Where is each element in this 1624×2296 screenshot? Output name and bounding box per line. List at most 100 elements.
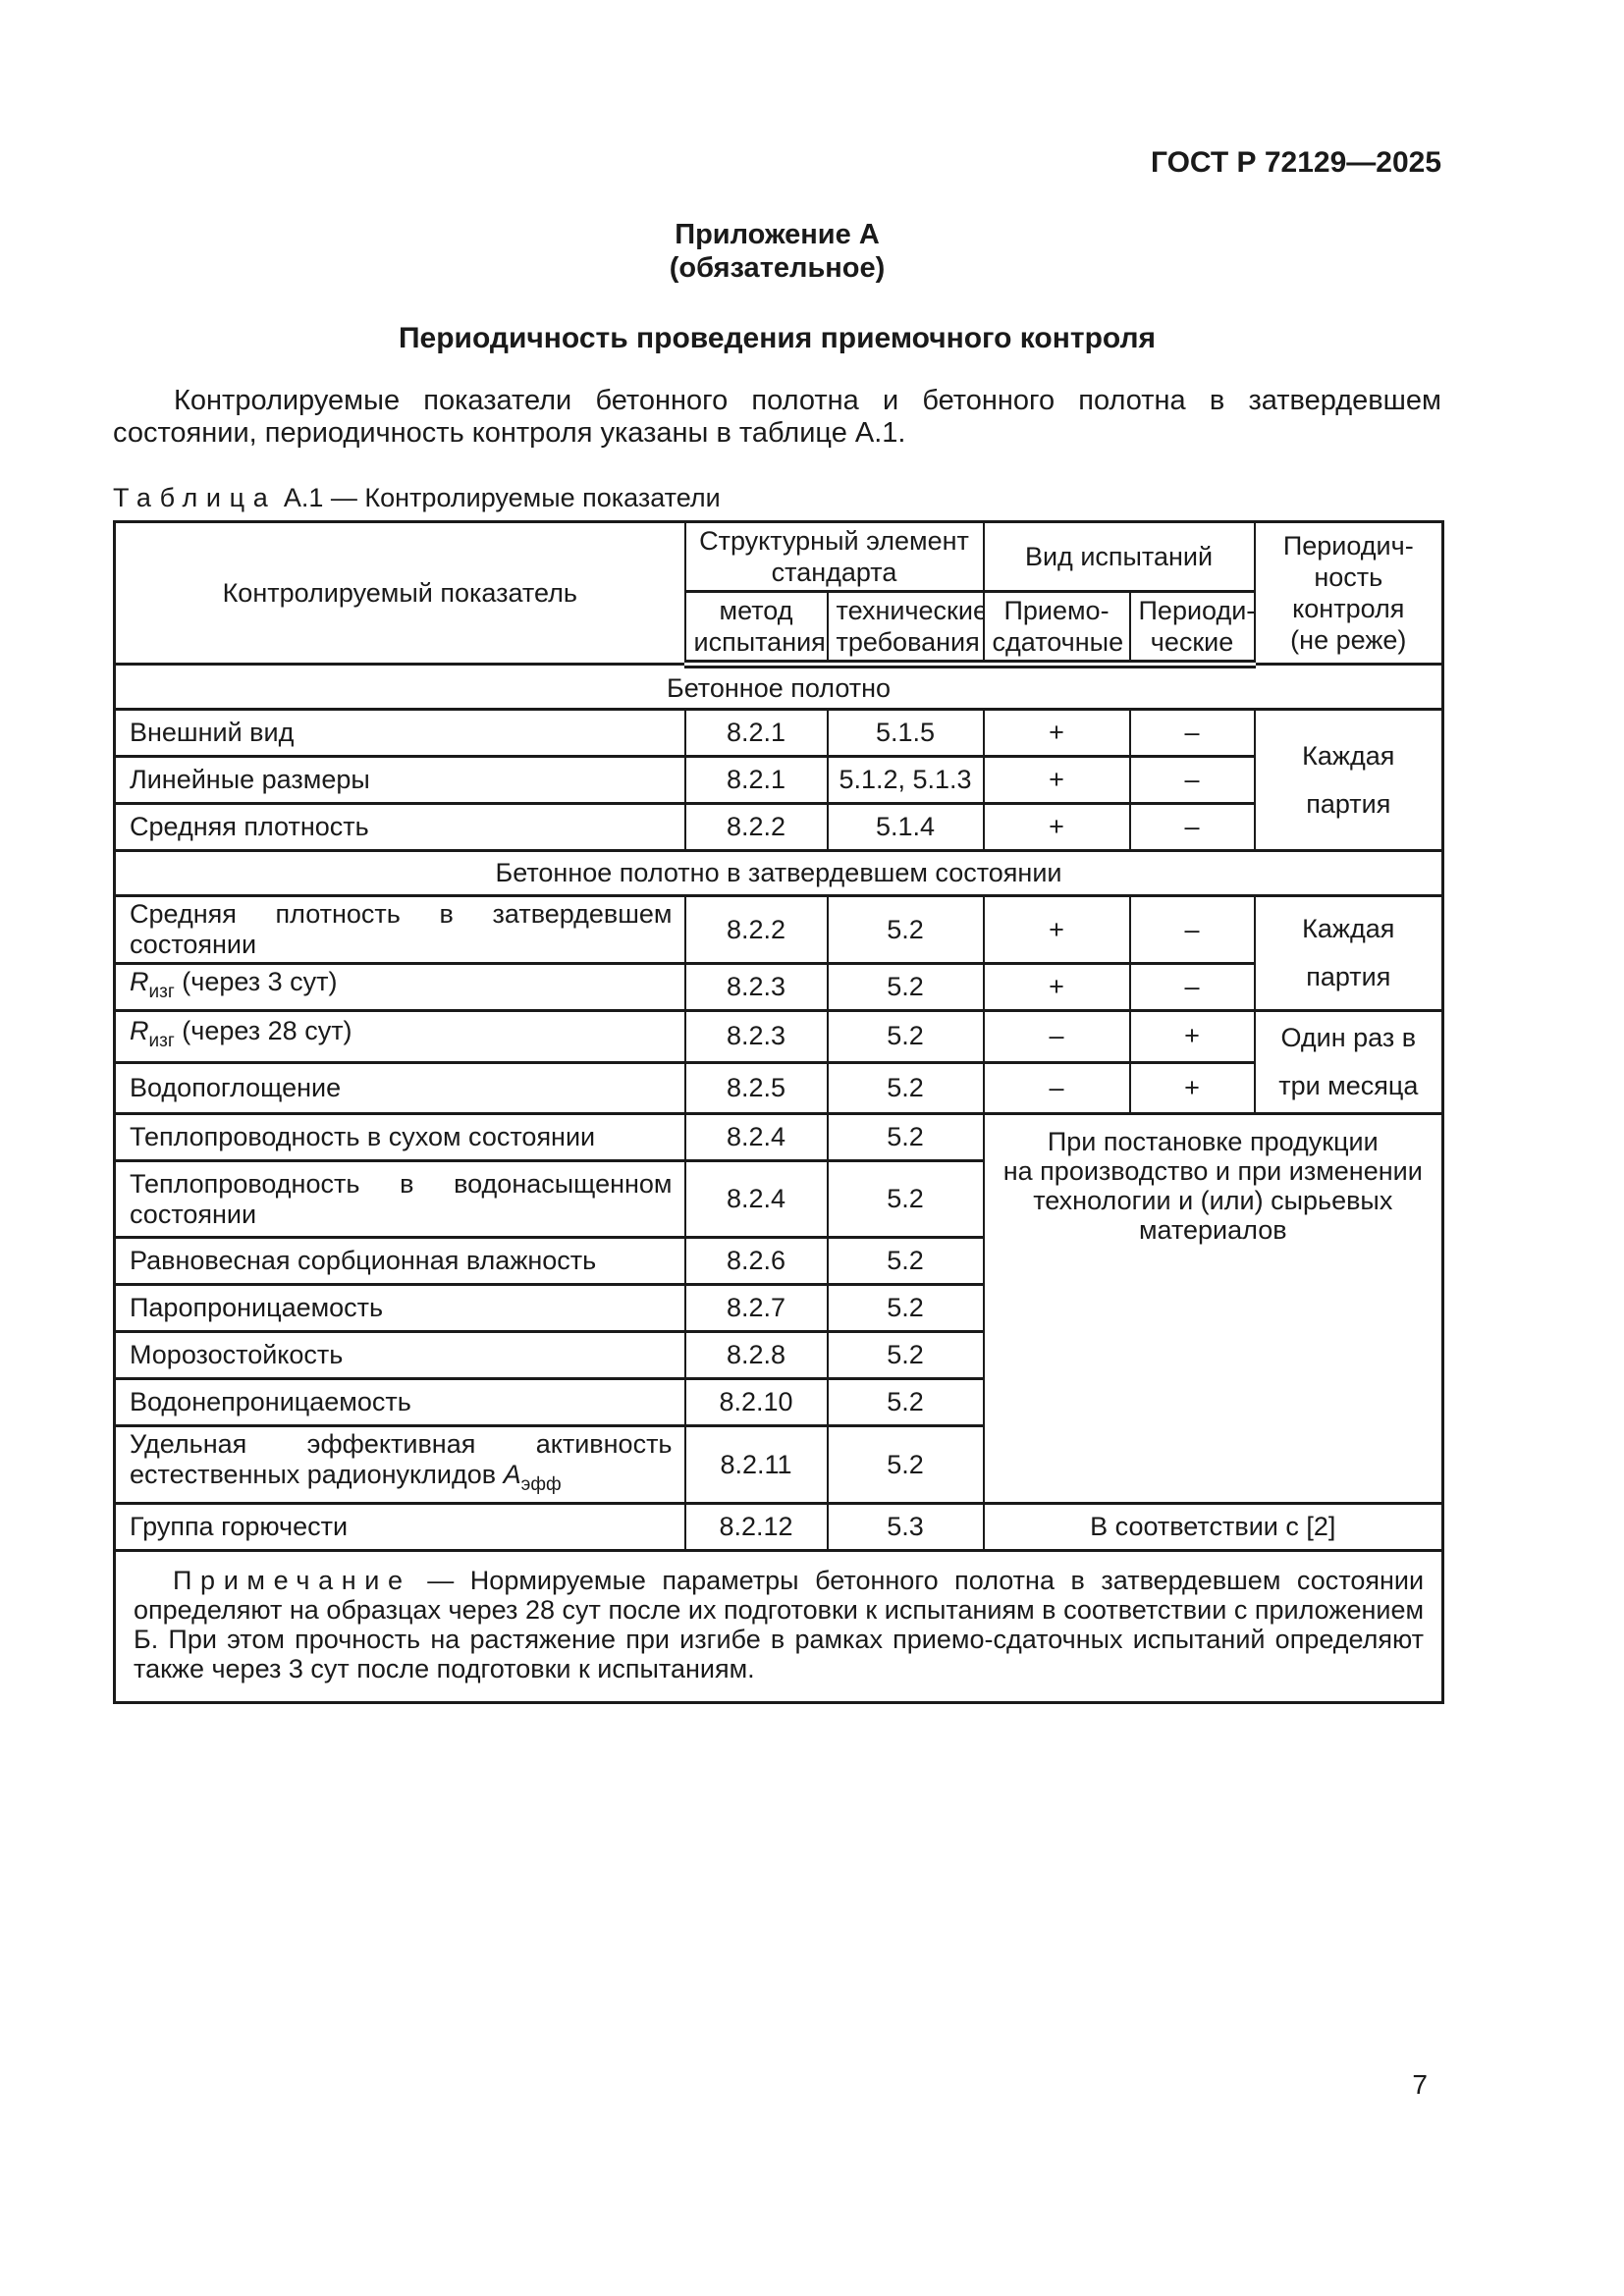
cell-indicator: Внешний вид bbox=[113, 708, 686, 758]
table-row: Rизг (через 3 сут) 8.2.3 5.2 + – bbox=[113, 962, 1443, 1012]
cell-requirements: 5.1.5 bbox=[826, 708, 985, 758]
cell-method: 8.2.12 bbox=[683, 1502, 829, 1552]
control-indicators-table: Контролируемый показатель Структурный эл… bbox=[113, 520, 1445, 1704]
page-number: 7 bbox=[1412, 2069, 1428, 2100]
cell-requirements: 5.2 bbox=[826, 962, 985, 1012]
cell-indicator: Теплопроводность в сухом состоянии bbox=[113, 1112, 686, 1162]
table-row: Паропроницаемость 8.2.7 5.2 bbox=[113, 1283, 1443, 1333]
cell-indicator: Паропроницаемость bbox=[113, 1283, 686, 1333]
cell-method: 8.2.1 bbox=[683, 755, 829, 805]
header-structural-group: Структурный элемент стандарта bbox=[683, 520, 985, 593]
cell-periodicity-batch: Каждая партия bbox=[1253, 708, 1444, 852]
header-requirements: технические требования bbox=[826, 590, 985, 668]
table-row: Внешний вид 8.2.1 5.1.5 + – Каждая парти… bbox=[113, 708, 1444, 852]
section-row: Бетонное полотно в затвердевшем состояни… bbox=[113, 849, 1444, 897]
cell-requirements: 5.2 bbox=[826, 1159, 985, 1239]
cell-indicator: Средняя плотность в затвердевшем состоян… bbox=[113, 894, 686, 965]
cell-requirements: 5.2 bbox=[826, 1424, 985, 1505]
table-row: Водопоглощение 8.2.5 5.2 – + bbox=[113, 1060, 1443, 1115]
cell-requirements: 5.2 bbox=[826, 1236, 985, 1286]
header-periodicity: Периодич- ность контроля (не реже) bbox=[1253, 520, 1444, 666]
cell-requirements: 5.2 bbox=[826, 1060, 985, 1115]
note-text: — Нормируемые параметры бетонного полотн… bbox=[134, 1566, 1425, 1683]
table-caption-text: А.1 — Контролируемые показатели bbox=[283, 483, 721, 512]
cell-indicator: Группа горючести bbox=[113, 1502, 686, 1552]
cell-indicator: Морозостойкость bbox=[113, 1330, 686, 1380]
note-label: Примечание bbox=[173, 1566, 411, 1595]
cell-method: 8.2.4 bbox=[683, 1159, 829, 1239]
cell-periodicity-quarterly: Один раз в три месяца bbox=[1253, 1009, 1444, 1115]
cell-periodic: – bbox=[1128, 802, 1256, 852]
cell-indicator: Водопоглощение bbox=[113, 1060, 686, 1115]
table-row: Группа горючести 8.2.12 5.3 В соответств… bbox=[113, 1502, 1444, 1552]
cell-periodic: – bbox=[1128, 708, 1256, 758]
cell-indicator-text: (через 3 сут) bbox=[174, 967, 338, 996]
cell-indicator: Линейные размеры bbox=[113, 755, 686, 805]
cell-periodic: + bbox=[1128, 1009, 1256, 1064]
subscript: изг bbox=[148, 1031, 175, 1052]
cell-method: 8.2.7 bbox=[683, 1283, 829, 1333]
subscript: изг bbox=[148, 982, 175, 1002]
section-row: Бетонное полотно bbox=[113, 663, 1444, 711]
cell-indicator-text: (через 28 сут) bbox=[174, 1016, 352, 1046]
table-note: Примечание — Нормируемые параметры бетон… bbox=[113, 1549, 1444, 1704]
cell-acceptance: + bbox=[982, 755, 1131, 805]
cell-requirements: 5.3 bbox=[826, 1502, 985, 1552]
table-note-row: Примечание — Нормируемые параметры бетон… bbox=[113, 1549, 1444, 1704]
cell-indicator: Водонепроницаемость bbox=[113, 1377, 686, 1427]
table-row: Средняя плотность в затвердевшем состоян… bbox=[113, 894, 1444, 1012]
cell-method: 8.2.10 bbox=[683, 1377, 829, 1427]
table-row: Удельная эффективная активность естестве… bbox=[113, 1424, 1443, 1505]
table-row: Линейные размеры 8.2.1 5.1.2, 5.1.3 + – bbox=[113, 755, 1443, 805]
cell-requirements: 5.2 bbox=[826, 1377, 985, 1427]
cell-method: 8.2.8 bbox=[683, 1330, 829, 1380]
table-caption: Таблица А.1 — Контролируемые показатели bbox=[113, 483, 1441, 512]
symbol-r: R bbox=[130, 1016, 149, 1046]
page-content: ГОСТ Р 72129—2025 Приложение А (обязател… bbox=[113, 0, 1445, 1704]
cell-requirements: 5.2 bbox=[826, 894, 985, 965]
cell-production-condition: При постановке продукции на производство… bbox=[982, 1112, 1444, 1505]
table-caption-label: Таблица bbox=[113, 483, 277, 512]
cell-requirements: 5.1.4 bbox=[826, 802, 985, 852]
cell-acceptance: – bbox=[982, 1060, 1131, 1115]
cell-requirements: 5.1.2, 5.1.3 bbox=[826, 755, 985, 805]
table-header-row-2: метод испытания технические требования П… bbox=[115, 590, 1443, 668]
cell-method: 8.2.3 bbox=[683, 962, 829, 1012]
header-method: метод испытания bbox=[683, 590, 829, 668]
table-row: Морозостойкость 8.2.8 5.2 bbox=[113, 1330, 1443, 1380]
cell-periodic: – bbox=[1128, 894, 1256, 965]
cell-periodicity-batch: Каждая партия bbox=[1253, 894, 1444, 1012]
cell-method: 8.2.2 bbox=[683, 894, 829, 965]
cell-requirements: 5.2 bbox=[826, 1330, 985, 1380]
cell-periodic: + bbox=[1128, 1060, 1256, 1115]
table-row: Водонепроницаемость 8.2.10 5.2 bbox=[113, 1377, 1443, 1427]
cell-combustibility-ref: В соответствии с [2] bbox=[982, 1502, 1444, 1552]
cell-periodic: – bbox=[1128, 962, 1256, 1012]
cell-indicator: Средняя плотность bbox=[113, 802, 686, 852]
cell-acceptance: – bbox=[982, 1009, 1131, 1064]
table-row: Равновесная сорбционная влажность 8.2.6 … bbox=[113, 1236, 1443, 1286]
cell-indicator-text: Удельная эффективная активность естестве… bbox=[130, 1429, 673, 1489]
appendix-label: Приложение А bbox=[675, 219, 880, 250]
cell-indicator: Rизг (через 28 сут) bbox=[113, 1009, 686, 1064]
appendix-heading: Приложение А (обязательное) bbox=[113, 218, 1441, 285]
cell-acceptance: + bbox=[982, 894, 1131, 965]
cell-requirements: 5.2 bbox=[826, 1112, 985, 1162]
table-row: Rизг (через 28 сут) 8.2.3 5.2 – + Один р… bbox=[113, 1009, 1444, 1115]
cell-method: 8.2.3 bbox=[683, 1009, 829, 1064]
note-paragraph: Примечание — Нормируемые параметры бетон… bbox=[134, 1566, 1424, 1683]
cell-indicator: Теплопроводность в водонасыщенном состоя… bbox=[113, 1159, 686, 1239]
header-indicator: Контролируемый показатель bbox=[113, 520, 686, 666]
cell-acceptance: + bbox=[982, 962, 1131, 1012]
cell-method: 8.2.6 bbox=[683, 1236, 829, 1286]
symbol-r: R bbox=[130, 967, 149, 996]
cell-indicator: Равновесная сорбционная влажность bbox=[113, 1236, 686, 1286]
doc-code: ГОСТ Р 72129—2025 bbox=[1150, 146, 1441, 179]
header-acceptance: Приемо- сдаточные bbox=[982, 590, 1131, 668]
cell-method: 8.2.5 bbox=[683, 1060, 829, 1115]
cell-acceptance: + bbox=[982, 708, 1131, 758]
table-header-row-1: Контролируемый показатель Структурный эл… bbox=[113, 520, 1444, 666]
table-row: Средняя плотность 8.2.2 5.1.4 + – bbox=[113, 802, 1443, 852]
cell-periodic: – bbox=[1128, 755, 1256, 805]
